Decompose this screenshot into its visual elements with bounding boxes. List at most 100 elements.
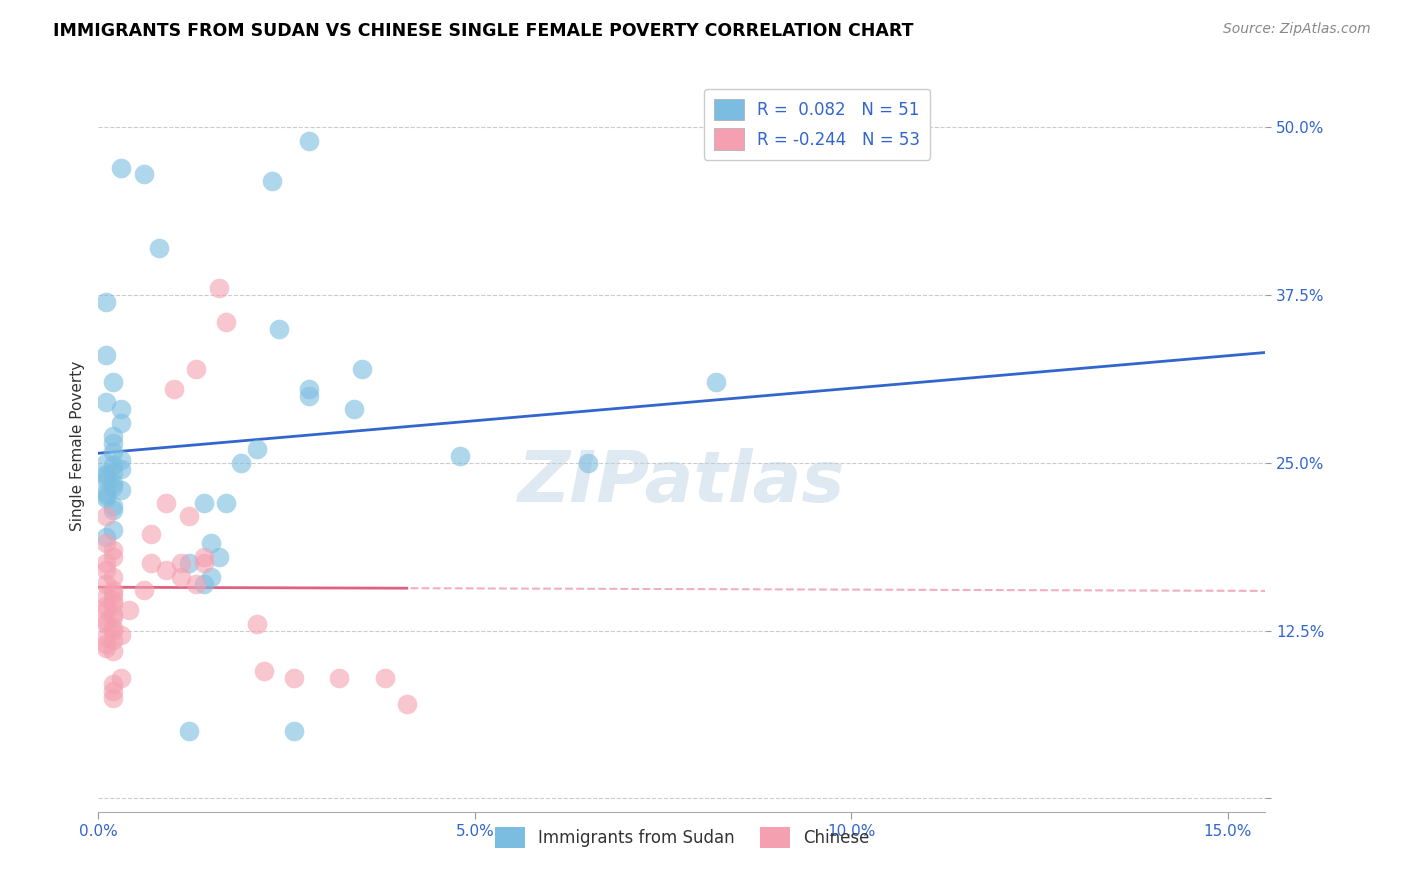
Point [110,453,132,467]
Point [396,698,419,712]
Point [269,321,291,335]
Point [208,549,231,564]
Point [110,402,132,417]
Point [94,603,117,617]
Point [94,614,117,628]
Point [163,382,186,396]
Point [94,294,117,309]
Point [103,465,125,479]
Point [94,473,117,487]
Point [103,429,125,443]
Point [117,603,139,617]
Point [94,630,117,644]
Point [103,643,125,657]
Point [576,456,599,470]
Point [139,527,162,541]
Point [245,616,267,631]
Point [94,467,117,481]
Point [103,621,125,635]
Point [170,557,193,571]
Point [177,557,200,571]
Text: ZIPatlas: ZIPatlas [519,448,845,517]
Point [449,449,471,463]
Point [103,587,125,601]
Point [103,475,125,490]
Point [94,485,117,500]
Point [94,530,117,544]
Point [103,632,125,647]
Point [94,563,117,577]
Point [103,502,125,516]
Point [343,402,366,417]
Point [193,557,215,571]
Point [94,590,117,604]
Point [103,610,125,624]
Point [170,570,193,584]
Point [215,315,238,329]
Point [103,624,125,638]
Point [260,174,283,188]
Point [94,616,117,631]
Point [253,664,276,678]
Point [103,592,125,607]
Point [103,549,125,564]
Point [208,281,231,295]
Point [94,395,117,409]
Point [155,496,177,510]
Point [94,557,117,571]
Point [186,576,208,591]
Point [283,724,305,739]
Point [350,361,373,376]
Point [110,671,132,685]
Y-axis label: Single Female Poverty: Single Female Poverty [69,361,84,531]
Point [704,376,727,390]
Point [177,724,200,739]
Point [103,523,125,537]
Point [193,496,215,510]
Point [193,576,215,591]
Point [110,161,132,175]
Point [94,509,117,524]
Point [200,536,222,550]
Point [94,536,117,550]
Point [103,499,125,513]
Point [200,570,222,584]
Point [94,576,117,591]
Point [94,469,117,483]
Point [94,637,117,651]
Point [103,570,125,584]
Point [177,509,200,524]
Point [94,456,117,470]
Point [103,445,125,459]
Point [132,167,155,181]
Point [132,583,155,598]
Text: Source: ZipAtlas.com: Source: ZipAtlas.com [1223,22,1371,37]
Point [103,458,125,473]
Point [103,597,125,611]
Point [155,563,177,577]
Point [103,376,125,390]
Point [94,488,117,502]
Point [94,599,117,614]
Point [245,442,267,457]
Point [298,389,321,403]
Point [94,491,117,505]
Point [103,583,125,598]
Point [110,416,132,430]
Point [328,671,350,685]
Point [103,435,125,450]
Point [110,627,132,641]
Point [298,134,321,148]
Legend: Immigrants from Sudan, Chinese: Immigrants from Sudan, Chinese [488,820,876,855]
Point [186,361,208,376]
Point [103,480,125,494]
Point [373,671,395,685]
Point [193,549,215,564]
Point [103,543,125,558]
Point [103,684,125,698]
Point [283,671,305,685]
Text: IMMIGRANTS FROM SUDAN VS CHINESE SINGLE FEMALE POVERTY CORRELATION CHART: IMMIGRANTS FROM SUDAN VS CHINESE SINGLE … [53,22,914,40]
Point [110,483,132,497]
Point [94,348,117,362]
Point [103,607,125,622]
